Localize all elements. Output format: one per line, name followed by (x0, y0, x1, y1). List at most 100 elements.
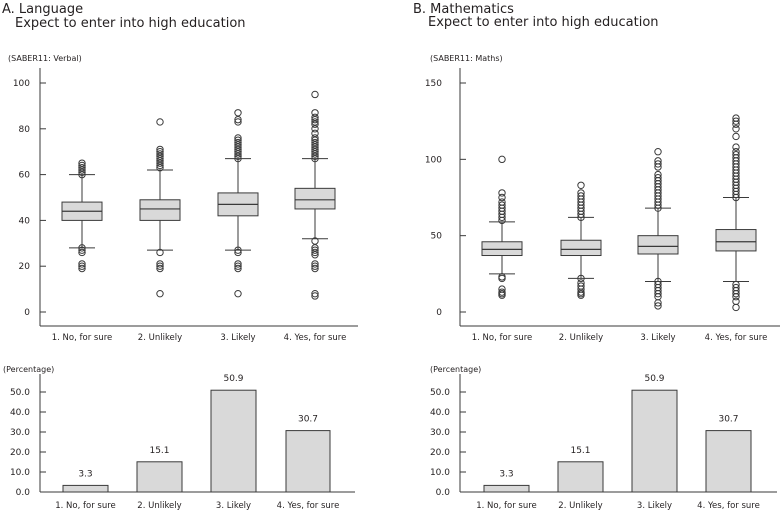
barchart-a-ytick-label: 20.0 (10, 448, 30, 458)
boxplot-a-outlier (78, 248, 86, 257)
boxplot-b-outlier (654, 302, 662, 310)
boxplot-a-outlier (78, 264, 86, 273)
barchart-b-xtick-label: 3. Likely (637, 501, 672, 510)
barchart-b-data-label: 30.7 (718, 415, 738, 425)
boxplot-b-ytick-label: 100 (425, 155, 442, 165)
barchart-a-data-label: 30.7 (298, 415, 318, 425)
boxplot-a-ytick-label: 0 (24, 308, 30, 318)
boxplot-a-outlier (156, 145, 164, 154)
barchart-a-ytick-label: 50.0 (10, 388, 30, 398)
barchart-a-xtick-label: 1. No, for sure (55, 501, 116, 510)
boxplot-a-box (139, 199, 181, 221)
boxplot-b-outlier (654, 148, 662, 156)
boxplot-a-outlier (234, 289, 242, 298)
boxplot-a-outlier (311, 129, 319, 138)
barchart-a-ytick-label: 0.0 (16, 488, 31, 498)
boxplot-b-xtick-label: 4. Yes, for sure (705, 333, 768, 343)
barchart-a-data-label: 15.1 (149, 446, 169, 456)
barchart-b-ytick-label: 30.0 (430, 428, 450, 438)
boxplot-b-outlier (577, 274, 585, 283)
barchart-b-bar (705, 430, 752, 493)
barchart-b-bar (557, 461, 604, 493)
barchart-a-xtick-label: 3. Likely (216, 501, 251, 510)
boxplot-b-outlier (498, 288, 506, 296)
barchart-a-data-label: 3.3 (78, 469, 92, 479)
boxplot-b-outlier (577, 282, 585, 290)
barchart-b-ytick-label: 20.0 (430, 448, 450, 458)
boxplot-a-outlier (156, 264, 164, 273)
boxplot-a-outlier (234, 134, 242, 142)
barchart-b-data-label: 50.9 (644, 374, 664, 384)
boxplot-b-outlier (577, 279, 585, 287)
boxplot-b-outlier (732, 297, 740, 306)
boxplot-a-outlier (78, 161, 86, 170)
boxplot-a-outlier (234, 260, 242, 268)
boxplot-a-box (294, 187, 336, 210)
panel-a-title: A. Language (2, 2, 84, 17)
boxplot-b-outlier (654, 160, 662, 168)
barchart-b-xtick-label: 2. Unlikely (558, 501, 602, 510)
boxplot-b-box (715, 229, 757, 252)
boxplot-b-outlier (654, 280, 662, 289)
boxplot-a-outlier (311, 109, 319, 117)
barchart-b-ytick-label: 50.0 (430, 388, 450, 398)
boxplot-b-xtick-label: 1. No, for sure (472, 333, 533, 343)
boxplot-b-outlier (732, 280, 740, 289)
boxplot-a-outlier (78, 262, 86, 270)
barchart-b-bar (483, 484, 530, 493)
boxplot-b-outlier (732, 114, 740, 122)
boxplot-a-outlier (78, 159, 86, 167)
boxplot-a-outlier (78, 164, 86, 172)
barchart-a-xtick-label: 4. Yes, for sure (277, 501, 340, 510)
boxplot-b-outlier (732, 143, 740, 151)
boxplot-b-outlier (654, 157, 662, 165)
boxplot-b-outlier (732, 148, 740, 156)
boxplot-b-outlier (732, 125, 740, 133)
boxplot-a-outlier (234, 262, 242, 270)
boxplot-a-outlier (311, 260, 319, 268)
panel-a-subtitle: Expect to enter into high education (15, 16, 246, 31)
barchart-a-bar (62, 484, 109, 493)
boxplot-a-outlier (234, 246, 242, 254)
boxplot-b-outlier (654, 170, 662, 179)
barchart-a-xtick-label: 2. Unlikely (137, 501, 181, 510)
barchart-a-bar (210, 389, 257, 493)
boxplot-a-outlier (311, 246, 319, 254)
boxplot-b-outlier (498, 285, 506, 293)
boxplot-b-outlier (498, 193, 506, 202)
boxplot-b-xtick-label: 3. Likely (640, 333, 675, 343)
barchart-b-ylabel: (Percentage) (430, 365, 481, 374)
boxplot-b-outlier (732, 151, 740, 159)
barchart-a-ytick-label: 40.0 (10, 408, 30, 418)
barchart-b-xtick-label: 1. No, for sure (476, 501, 537, 510)
boxplot-b-outlier (577, 189, 585, 197)
boxplot-b-outlier (654, 173, 662, 182)
boxplot-a-xtick-label: 4. Yes, for sure (284, 333, 347, 343)
boxplot-b-outlier (732, 283, 740, 292)
boxplot-b-ytick-label: 50 (431, 232, 443, 242)
boxplot-b-outlier (654, 277, 662, 286)
boxplot-a-outlier (311, 90, 319, 99)
barchart-b-ytick-label: 40.0 (430, 408, 450, 418)
boxplot-b-outlier (577, 192, 585, 200)
boxplot-a-outlier (156, 260, 164, 268)
boxplot-b-ylabel: (SABER11: Maths) (430, 54, 503, 63)
boxplot-b-box (637, 235, 679, 255)
barchart-b-ytick-label: 0.0 (436, 488, 451, 498)
boxplot-a-xtick-label: 1. No, for sure (52, 333, 113, 343)
barchart-a-ytick-label: 30.0 (10, 428, 30, 438)
boxplot-a-outlier (234, 264, 242, 273)
boxplot-a-outlier (234, 136, 242, 144)
boxplot-a-outlier (78, 260, 86, 268)
boxplot-b-box (560, 239, 602, 257)
boxplot-a-outlier (311, 292, 319, 300)
barchart-a-ytick-label: 10.0 (10, 468, 30, 478)
barchart-a-bar (136, 461, 183, 493)
barchart-a-bar (285, 430, 331, 493)
boxplot-b-ytick-label: 0 (436, 308, 442, 318)
boxplot-a-ytick-label: 80 (19, 125, 31, 135)
boxplot-b-outlier (498, 155, 506, 164)
barchart-b-data-label: 15.1 (570, 446, 590, 456)
boxplot-a-xtick-label: 3. Likely (220, 333, 255, 343)
